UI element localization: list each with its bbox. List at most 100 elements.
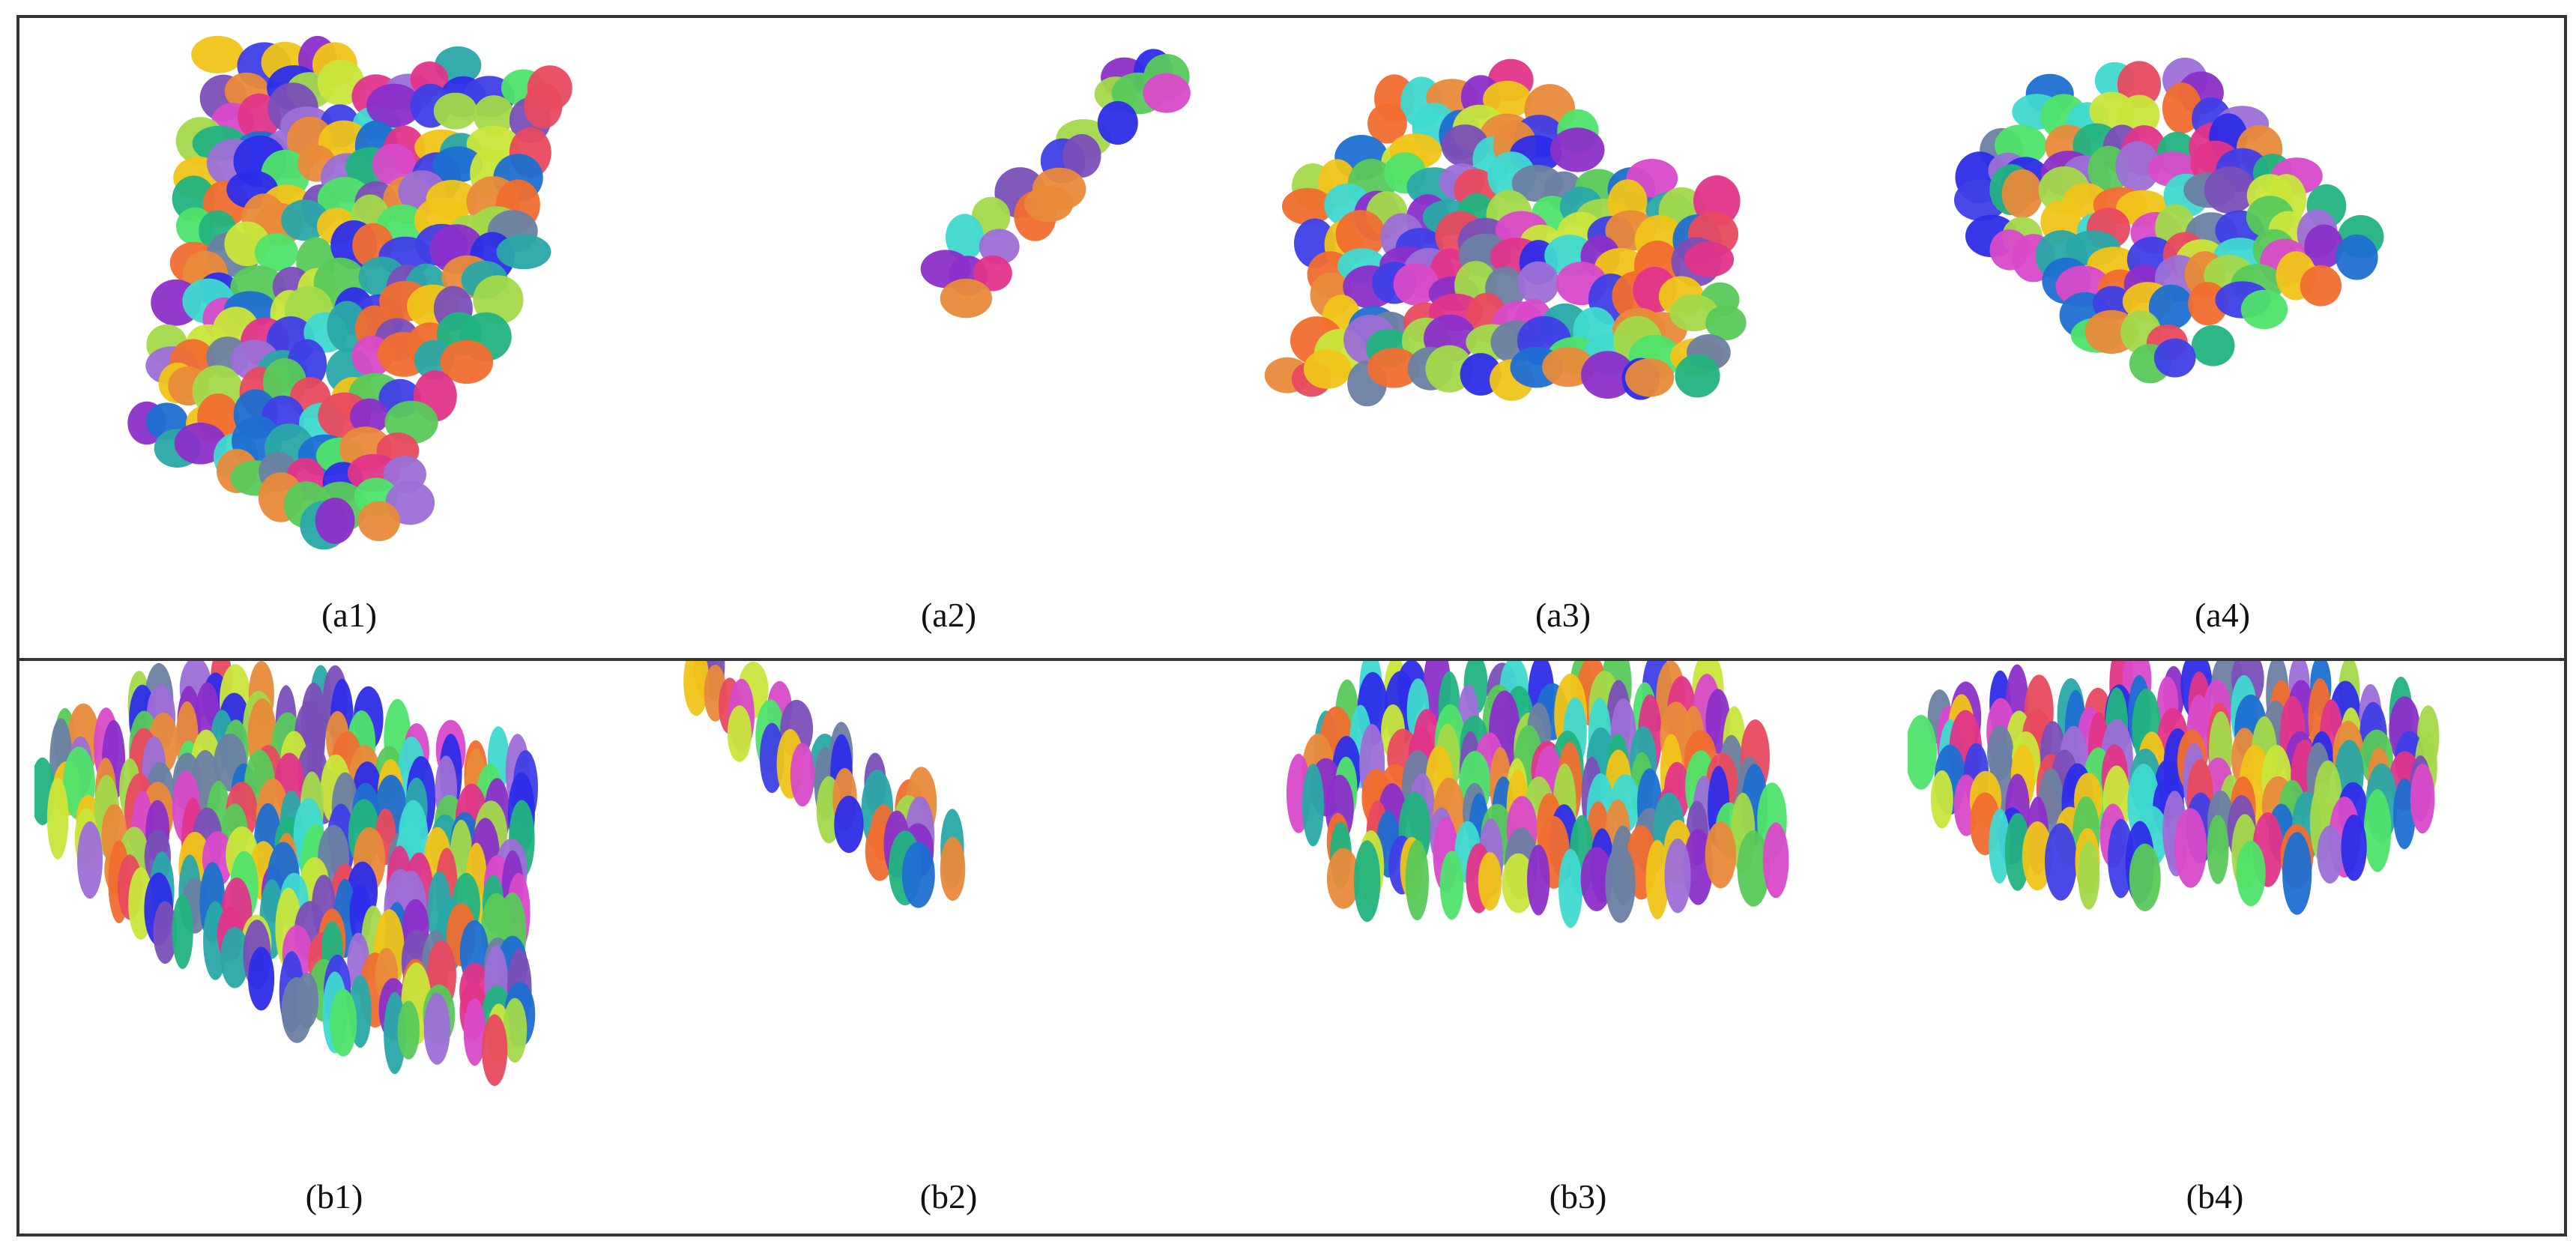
tree-segment — [191, 35, 244, 73]
tree-segment — [350, 398, 389, 435]
tree-segment — [440, 339, 494, 384]
tree-segment — [2148, 284, 2194, 330]
tree-segment — [2117, 61, 2162, 109]
tree-segment — [1625, 358, 1675, 397]
tree-segment — [1581, 351, 1635, 399]
tree-segment — [1580, 847, 1612, 911]
tree-segment — [1930, 770, 1953, 829]
tree-segment — [1303, 349, 1352, 389]
tree-segment — [423, 993, 450, 1065]
tree-segment — [1062, 134, 1101, 178]
tree-segment — [1517, 261, 1560, 305]
tree-segment — [315, 498, 355, 544]
tree-segment — [2174, 808, 2207, 888]
tree-segment — [1282, 187, 1334, 225]
point-cloud-b1 — [34, 661, 538, 1086]
point-cloud-a3 — [1264, 58, 1747, 407]
tree-segment — [46, 777, 69, 860]
tree-segment — [2341, 814, 2367, 881]
tree-segment — [1705, 821, 1737, 889]
panel-b1: (b1) — [34, 661, 634, 1237]
tree-segment — [1684, 241, 1735, 277]
panel-b2: (b2) — [649, 661, 1248, 1237]
tree-segment — [1664, 838, 1691, 914]
tree-segment — [1097, 100, 1138, 145]
tree-segment — [2118, 94, 2160, 136]
panel-a3: (a3) — [1263, 18, 1863, 658]
tree-segment — [2240, 289, 2288, 330]
tree-segment — [834, 795, 864, 854]
tree-segment — [1353, 840, 1381, 923]
tree-segment — [2129, 843, 2161, 911]
tree-segment — [2207, 815, 2229, 884]
tree-segment — [940, 278, 993, 318]
tree-segment — [77, 821, 103, 899]
panel-b3: (b3) — [1278, 661, 1878, 1237]
tree-segment — [2335, 234, 2378, 280]
point-cloud-b4 — [1908, 661, 2440, 915]
tree-segment — [2317, 825, 2343, 884]
tree-segment — [1502, 853, 1535, 914]
row-top-view: (a1) (a2) (a3) (a4) — [19, 18, 2564, 661]
point-cloud-a4 — [1954, 57, 2384, 384]
tree-segment — [1326, 848, 1360, 909]
panel-b4: (b4) — [1908, 661, 2522, 1237]
tree-segment — [2236, 841, 2266, 907]
figure-frame: (a1) (a2) (a3) (a4) (b1) (b2) (b3) — [16, 15, 2567, 1237]
caption-a3: (a3) — [1535, 596, 1591, 634]
tree-segment — [1705, 305, 1747, 341]
tree-segment — [940, 836, 966, 901]
tree-segment — [473, 95, 515, 136]
tree-segment — [433, 92, 478, 130]
row-side-view: (b1) (b2) (b3) (b4) — [19, 661, 2564, 1237]
tree-segment — [2153, 338, 2196, 378]
tree-segment — [1737, 830, 1770, 907]
panel-a1: (a1) — [49, 18, 649, 658]
tree-segment — [1762, 822, 1789, 899]
tree-segment — [1367, 348, 1421, 388]
tree-segment — [397, 1000, 420, 1060]
point-cloud-b2 — [683, 661, 966, 908]
tree-segment — [357, 501, 400, 542]
point-cloud-a1 — [127, 35, 572, 550]
tree-segment — [1393, 262, 1439, 306]
tree-segment — [1645, 839, 1669, 920]
tree-segment — [482, 1014, 508, 1086]
caption-a4: (a4) — [2194, 596, 2251, 634]
tree-segment — [2410, 764, 2435, 834]
tree-segment — [790, 743, 815, 807]
tree-segment — [2162, 82, 2202, 134]
panel-a4: (a4) — [1923, 18, 2522, 658]
tree-segment — [946, 214, 984, 261]
tree-segment — [683, 661, 710, 716]
caption-b4: (b4) — [2186, 1177, 2244, 1216]
tree-segment — [503, 997, 527, 1063]
tree-segment — [1527, 845, 1550, 916]
tree-segment — [2191, 325, 2235, 366]
tree-segment — [1989, 809, 2011, 884]
tree-segment — [2363, 789, 2392, 872]
tree-segment — [463, 998, 486, 1066]
tree-segment — [1143, 73, 1191, 113]
tree-segment — [2393, 778, 2416, 850]
tree-segment — [2001, 169, 2043, 219]
tree-segment — [2204, 166, 2256, 214]
tree-segment — [2300, 265, 2342, 307]
tree-segment — [248, 946, 275, 1011]
tree-segment — [1605, 845, 1636, 923]
point-cloud-a2 — [920, 49, 1191, 318]
point-cloud-b3 — [1287, 661, 1789, 929]
tree-segment — [2115, 141, 2160, 193]
tree-segment — [295, 972, 319, 1029]
tree-segment — [172, 894, 193, 969]
tree-segment — [496, 234, 551, 270]
tree-segment — [727, 705, 752, 762]
tree-segment — [254, 233, 298, 272]
caption-a2: (a2) — [920, 596, 977, 634]
tree-segment — [901, 842, 935, 908]
tree-segment — [2304, 224, 2344, 268]
tree-segment — [973, 255, 1012, 292]
caption-b1: (b1) — [305, 1177, 363, 1216]
tree-segment — [366, 83, 422, 128]
tree-segment — [281, 199, 329, 241]
